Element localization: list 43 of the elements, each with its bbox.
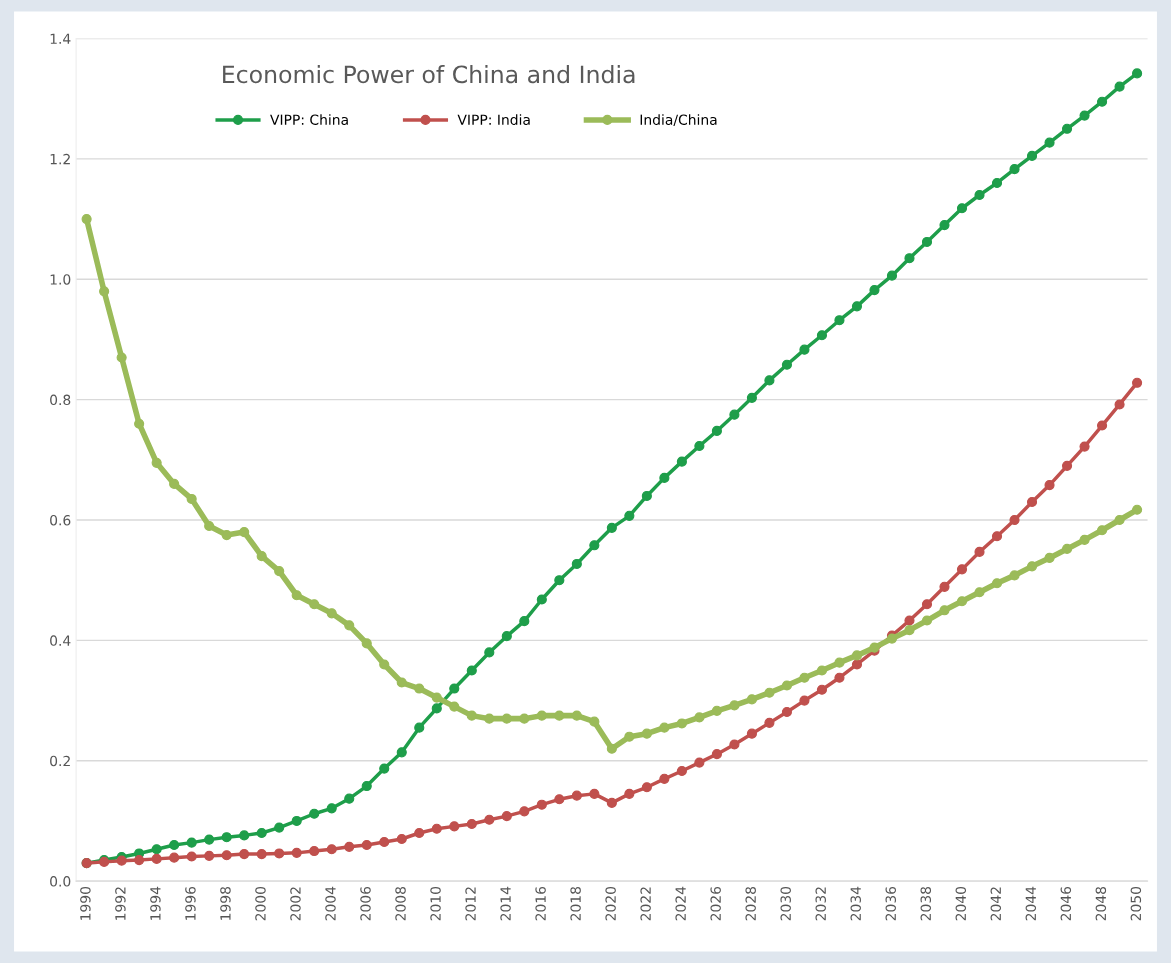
x-tick-label: 2028: [745, 886, 756, 921]
y-tick-label: 1.4: [50, 33, 71, 44]
x-tick-label: 2046: [1060, 886, 1072, 921]
y-tick-label: 0.6: [50, 514, 71, 526]
y-tick-label: 0.8: [50, 394, 71, 406]
x-tick-label: 2016: [535, 886, 546, 921]
x-tick-label: 2002: [290, 887, 301, 921]
y-tick-label: 0.4: [50, 635, 71, 646]
x-tick-label: 2036: [885, 886, 896, 921]
x-tick-label: 1996: [185, 886, 196, 920]
x-tick-label: 1994: [150, 886, 161, 920]
x-tick-label: 2024: [675, 886, 686, 921]
y-tick-label: 0.2: [50, 755, 70, 767]
x-tick-label: 2026: [710, 886, 721, 921]
x-tick-label: 2044: [1025, 886, 1037, 921]
x-tick-label: 2022: [640, 887, 651, 921]
x-tick-label: 2050: [1130, 886, 1142, 921]
x-tick-label: 2014: [500, 886, 511, 921]
legend-label: VIPP: India: [457, 114, 530, 125]
legend-label: India/China: [640, 114, 717, 127]
x-tick-label: 2004: [325, 886, 336, 921]
x-tick-label: 2020: [605, 886, 616, 921]
legend-label: VIPP: China: [270, 114, 348, 125]
x-tick-label: 2040: [955, 886, 967, 921]
x-tick-label: 2032: [815, 887, 826, 921]
x-tick-label: 2030: [780, 886, 791, 921]
x-tick-label: 2034: [850, 886, 861, 921]
x-tick-label: 2000: [255, 886, 266, 921]
x-tick-label: 1992: [115, 887, 126, 920]
y-tick-label: 1.0: [50, 274, 71, 285]
text: Economic Power of China and India: [223, 65, 635, 84]
x-tick-label: 2012: [465, 887, 476, 921]
y-tick-label: 1.2: [50, 153, 70, 165]
x-tick-label: 2018: [570, 886, 581, 921]
x-tick-label: 2038: [920, 886, 932, 921]
x-tick-label: 2042: [990, 887, 1002, 921]
x-tick-label: 2010: [430, 886, 441, 921]
y-tick-label: 0.0: [50, 876, 71, 887]
x-tick-label: 2048: [1095, 886, 1107, 921]
x-tick-label: 2008: [395, 886, 406, 921]
x-tick-label: 1998: [220, 886, 231, 920]
x-tick-label: 2006: [360, 886, 371, 921]
x-tick-label: 1990: [80, 886, 91, 920]
